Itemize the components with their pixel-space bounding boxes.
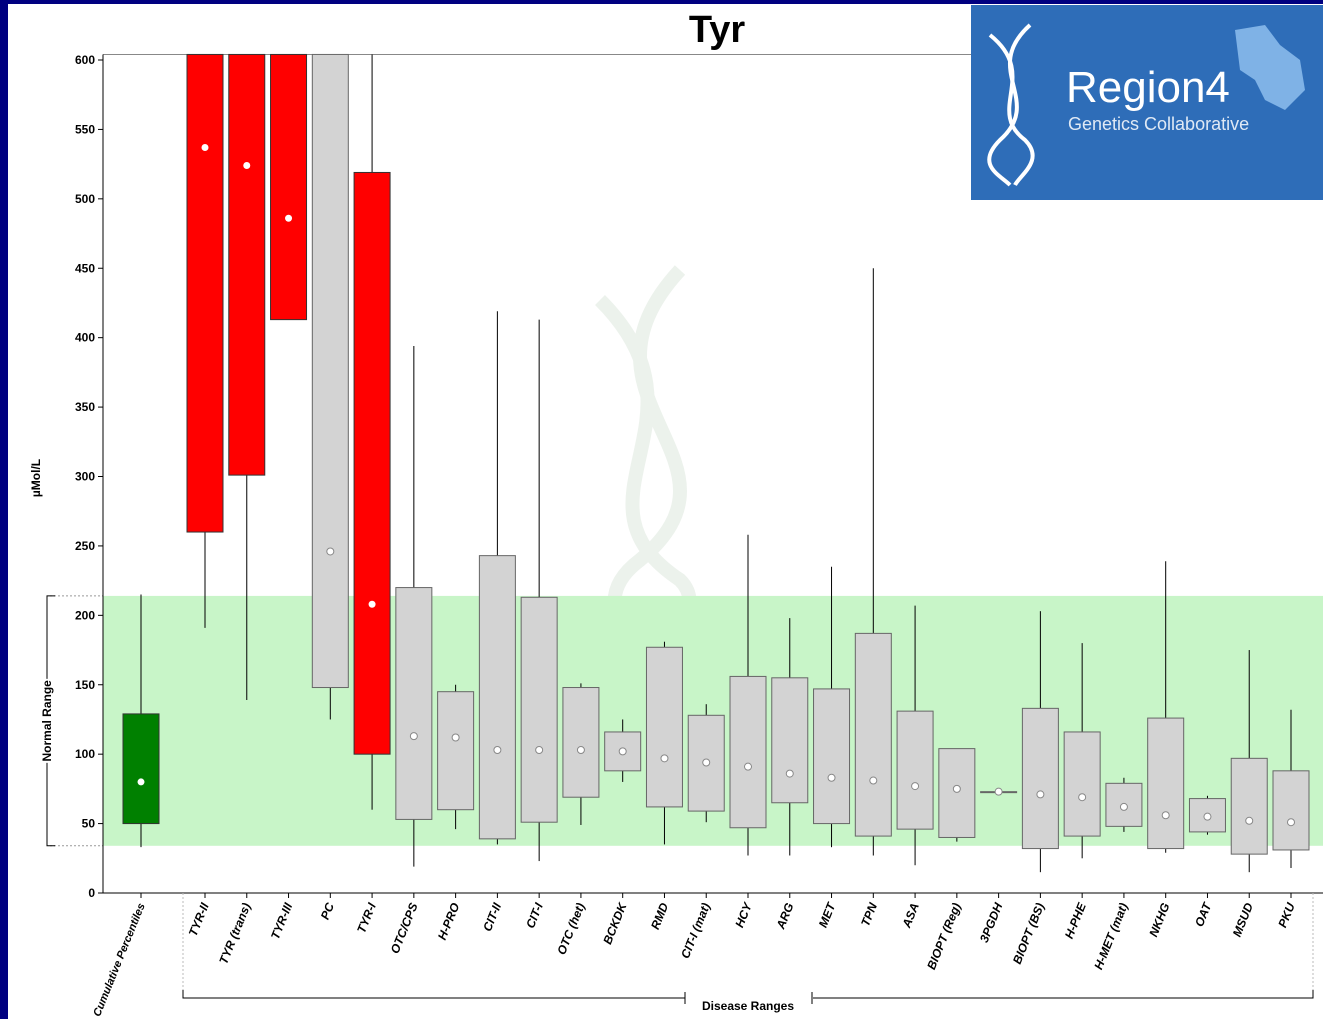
logo-helix xyxy=(988,33,1035,187)
median-dot xyxy=(1203,812,1212,821)
y-tick-label: 550 xyxy=(75,122,95,136)
median-dot xyxy=(451,733,460,742)
median-dot xyxy=(535,746,544,755)
box xyxy=(186,53,224,533)
box xyxy=(122,713,160,825)
box xyxy=(1147,717,1185,850)
y-tick-label: 0 xyxy=(88,886,95,900)
y-axis-label: µMol/L xyxy=(29,459,43,497)
disease-range-label: Disease Ranges xyxy=(702,999,794,1013)
median-dot xyxy=(1078,793,1087,802)
median-dot xyxy=(285,214,293,222)
median-dot xyxy=(952,784,961,793)
box xyxy=(228,53,266,476)
median-dot xyxy=(1036,790,1045,799)
box xyxy=(520,596,558,823)
median-dot xyxy=(1287,818,1295,827)
box xyxy=(1230,757,1268,855)
box xyxy=(311,53,349,689)
box xyxy=(771,677,809,804)
y-tick-label: 600 xyxy=(75,53,95,67)
box xyxy=(729,675,767,829)
logo-map xyxy=(1235,25,1305,110)
y-tick-label: 100 xyxy=(75,747,95,761)
bracket-gap xyxy=(40,678,54,763)
y-tick-label: 300 xyxy=(75,470,95,484)
median-dot xyxy=(1161,811,1170,820)
median-dot xyxy=(201,143,209,151)
x-tick-label: PC xyxy=(318,901,337,922)
median-dot xyxy=(744,762,752,771)
chart-title: Tyr xyxy=(689,9,746,51)
median-dot xyxy=(326,547,335,556)
median-dot xyxy=(409,732,418,741)
median-dot xyxy=(243,162,251,170)
box xyxy=(1063,731,1101,837)
median-dot xyxy=(493,746,502,755)
median-dot xyxy=(702,758,711,767)
median-dot xyxy=(869,776,878,785)
y-tick-label: 400 xyxy=(75,331,95,345)
median-dot xyxy=(368,600,376,608)
box xyxy=(437,691,475,811)
median-dot xyxy=(994,787,1003,796)
logo-subtitle: Genetics Collaborative xyxy=(1068,114,1249,134)
logo-name: Region4 xyxy=(1066,63,1230,112)
box xyxy=(562,687,600,798)
box xyxy=(896,710,934,830)
median-dot xyxy=(660,754,669,763)
box xyxy=(478,555,516,840)
median-dot xyxy=(576,746,585,755)
box xyxy=(645,646,683,808)
logo: Region4 Genetics Collaborative xyxy=(971,5,1323,200)
y-tick-label: 450 xyxy=(75,261,95,275)
y-tick-label: 250 xyxy=(75,539,95,553)
box xyxy=(353,171,391,755)
median-dot xyxy=(618,747,627,756)
box xyxy=(1272,770,1310,851)
box xyxy=(938,748,976,838)
median-dot xyxy=(785,769,794,778)
normal-range-label: Normal Range xyxy=(40,680,54,762)
median-dot xyxy=(1119,802,1128,811)
box xyxy=(270,53,308,321)
box xyxy=(813,688,851,825)
bracket-gap xyxy=(685,990,813,1010)
y-tick-label: 350 xyxy=(75,400,95,414)
median-dot xyxy=(1245,816,1254,825)
y-tick-label: 50 xyxy=(82,817,96,831)
box xyxy=(395,587,433,820)
median-dot xyxy=(911,782,920,791)
box xyxy=(1021,707,1059,850)
median-dot xyxy=(137,778,145,786)
y-tick-label: 500 xyxy=(75,192,95,206)
y-tick-label: 200 xyxy=(75,608,95,622)
median-dot xyxy=(827,773,836,782)
box xyxy=(1105,782,1143,827)
y-tick-label: 150 xyxy=(75,678,95,692)
box xyxy=(854,632,892,837)
